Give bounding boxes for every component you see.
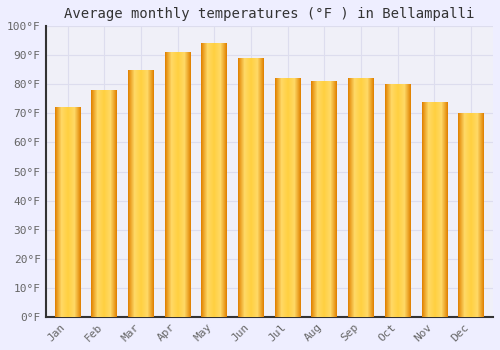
Title: Average monthly temperatures (°F ) in Bellampalli: Average monthly temperatures (°F ) in Be… — [64, 7, 474, 21]
